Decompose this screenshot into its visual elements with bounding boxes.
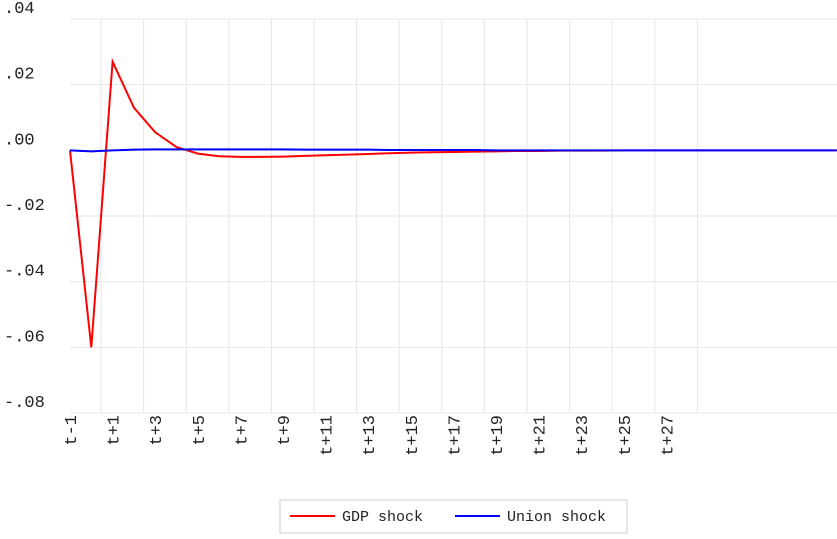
x-tick-label: t-1	[63, 415, 82, 446]
y-tick-label: .02	[4, 66, 35, 85]
y-tick-label: .00	[4, 131, 35, 150]
y-tick-label: -.06	[4, 328, 45, 347]
series-line	[69, 148, 837, 153]
y-tick-label: -.08	[4, 394, 45, 413]
x-tick-label: t+27	[659, 415, 678, 456]
x-tick-label: t+3	[148, 415, 167, 446]
series-line	[69, 57, 837, 348]
x-tick-label: t+7	[233, 415, 252, 446]
x-tick-label: t+11	[319, 415, 338, 456]
y-tick-label: -.02	[4, 197, 45, 216]
x-tick-label: t+15	[404, 415, 423, 456]
x-tick-label: t+1	[106, 415, 125, 446]
x-tick-label: t+9	[276, 415, 295, 446]
legend-label: GDP shock	[342, 509, 423, 526]
y-tick-label: .04	[4, 0, 35, 19]
x-tick-label: t+19	[489, 415, 508, 456]
x-tick-label: t+13	[361, 415, 380, 456]
legend-label: Union shock	[507, 509, 606, 526]
x-tick-label: t+17	[446, 415, 465, 456]
x-tick-label: t+23	[574, 415, 593, 456]
x-tick-label: t+21	[532, 415, 551, 456]
legend-box	[279, 499, 628, 534]
x-tick-label: t+25	[617, 415, 636, 456]
x-tick-label: t+5	[191, 415, 210, 446]
y-tick-label: -.04	[4, 263, 45, 282]
